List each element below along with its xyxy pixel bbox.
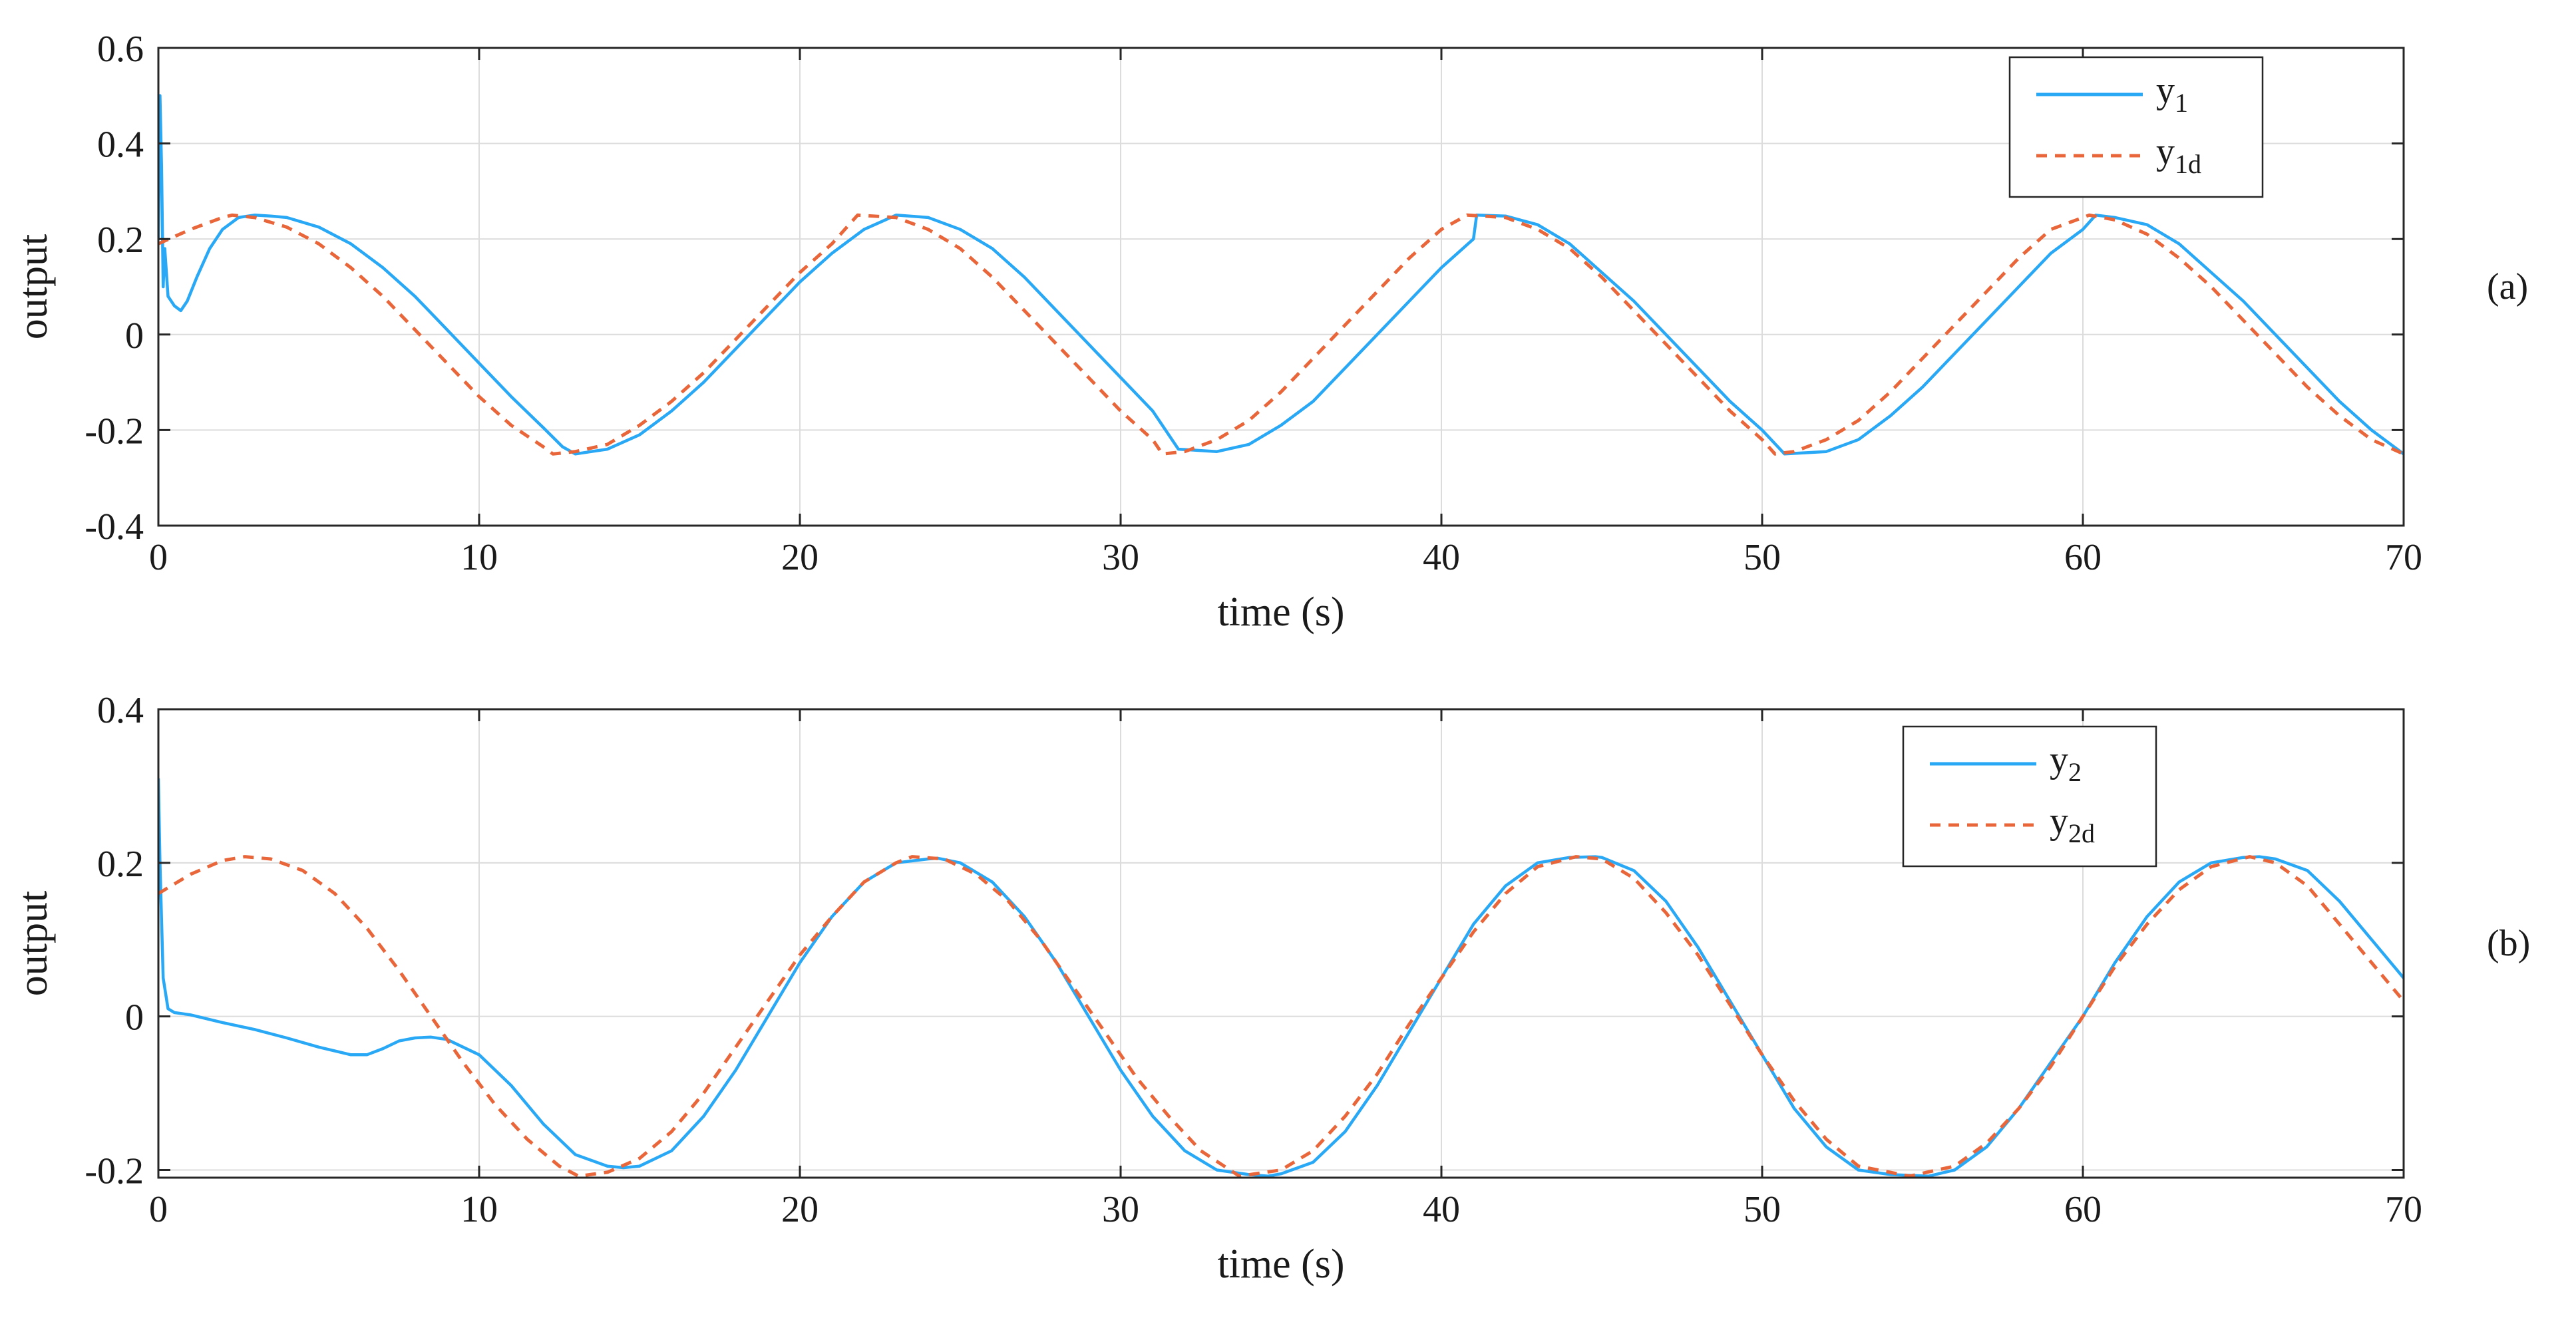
y-tick-label: 0 xyxy=(125,315,144,357)
ticks-b: 0 10 20 30 40 50 60 70-0.200.20.4 xyxy=(85,690,2422,1230)
x-tick-label: 40 xyxy=(1423,1189,1460,1230)
legend-entry-y2d: y2d xyxy=(2050,800,2095,848)
legend-entry-y2-sub: 2 xyxy=(2068,757,2082,787)
y-tick-label: -0.2 xyxy=(85,1150,144,1192)
legend-entry-y1d-sub: 1d xyxy=(2175,149,2201,179)
x-tick-label: 10 xyxy=(460,1189,498,1230)
x-tick-label: 20 xyxy=(781,1189,819,1230)
series-line-y2d xyxy=(158,855,2404,1178)
legend-a: y1 y1d xyxy=(2008,56,2264,198)
x-tick-label: 0 xyxy=(149,537,168,578)
legend-entry-y1d-name: y xyxy=(2156,131,2175,172)
y-tick-label: 0.2 xyxy=(97,220,144,261)
x-tick-label: 30 xyxy=(1102,537,1139,578)
y-axis-label-a: output xyxy=(11,234,56,339)
legend-box-b xyxy=(1902,725,2157,868)
x-tick-label: 0 xyxy=(149,1189,168,1230)
x-tick-label: 10 xyxy=(460,537,498,578)
legend-entry-y1d: y1d xyxy=(2156,131,2201,179)
y-tick-label: -0.4 xyxy=(85,506,144,548)
legend-entry-y1-name: y xyxy=(2156,70,2175,111)
legend-box-a xyxy=(2008,56,2264,198)
chart-panel-a: 0 10 20 30 40 50 60 70 -0.4 -0.2 0 0.2 0.4 0.6 time (… xyxy=(11,29,2528,635)
y-tick-label: 0.6 xyxy=(97,29,144,70)
plot-area-b xyxy=(157,708,2405,1179)
series-line-y1d xyxy=(158,213,2404,456)
legend-entry-y1: y1 xyxy=(2156,70,2188,118)
y-axis-label-b: output xyxy=(11,891,56,996)
y-tick-label: 0.2 xyxy=(97,844,144,885)
series-layer-a xyxy=(158,94,2404,456)
x-tick-label: 50 xyxy=(1744,537,1781,578)
legend-entry-y2d-name: y xyxy=(2050,800,2068,842)
y-tick-label: -0.2 xyxy=(85,411,144,452)
panel-label-a: (a) xyxy=(2487,266,2528,307)
x-tick-label: 20 xyxy=(781,537,819,578)
y-tick-label: 0 xyxy=(125,997,144,1039)
x-tick-label: 40 xyxy=(1423,537,1460,578)
chart-panel-b: 0 10 20 30 40 50 60 70-0.200.20.4 time (s) outp… xyxy=(11,690,2530,1287)
x-axis-label-a: time (s) xyxy=(1217,589,1344,635)
x-tick-label: 60 xyxy=(2064,1189,2102,1230)
x-axis-label-b: time (s) xyxy=(1217,1242,1344,1287)
series-line-y2 xyxy=(158,778,2404,1178)
legend-entry-y2-name: y xyxy=(2050,739,2068,780)
y-tick-label: 0.4 xyxy=(97,124,144,166)
x-tick-label: 70 xyxy=(2385,1189,2422,1230)
legend-b: y2 y2d xyxy=(1902,725,2157,868)
y-tick-label: 0.4 xyxy=(97,690,144,731)
ticks-a: 0 10 20 30 40 50 60 70 -0.4 -0.2 0 0.2 0.4 0.6 xyxy=(85,29,2422,578)
x-tick-label: 70 xyxy=(2385,537,2422,578)
series-line-y1 xyxy=(158,94,2404,456)
legend-entry-y1-sub: 1 xyxy=(2175,88,2188,118)
x-tick-label: 30 xyxy=(1102,1189,1139,1230)
x-tick-label: 50 xyxy=(1744,1189,1781,1230)
legend-entry-y2d-sub: 2d xyxy=(2068,818,2095,848)
panel-label-b: (b) xyxy=(2487,923,2530,964)
x-tick-label: 60 xyxy=(2064,537,2102,578)
series-layer-b xyxy=(158,778,2404,1178)
plot-area-a xyxy=(157,47,2405,527)
legend-entry-y2: y2 xyxy=(2050,739,2082,787)
